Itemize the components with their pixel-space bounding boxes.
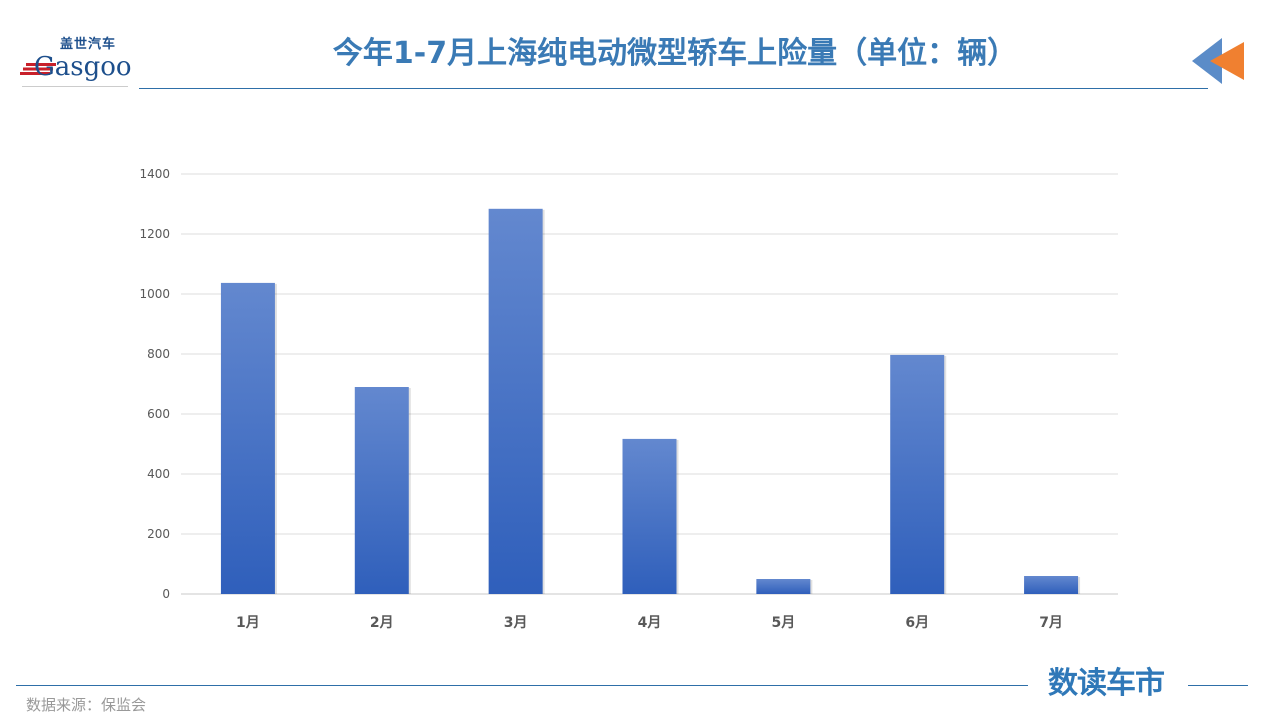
y-tick-label: 400 bbox=[147, 467, 170, 481]
data-source: 数据来源：保监会 bbox=[26, 696, 147, 714]
y-tick-label: 1200 bbox=[139, 227, 170, 241]
x-tick-label: 1月 bbox=[236, 615, 260, 631]
x-tick-label: 5月 bbox=[771, 615, 795, 631]
x-tick-label: 4月 bbox=[638, 615, 662, 631]
arrow-left-icon bbox=[1192, 38, 1244, 84]
logo-divider bbox=[22, 86, 128, 87]
page-title: 今年1-7月上海纯电动微型轿车上险量（单位：辆） bbox=[332, 36, 1018, 71]
bar bbox=[488, 208, 543, 595]
y-tick-label: 600 bbox=[147, 407, 170, 421]
y-tick-label: 200 bbox=[147, 527, 170, 541]
y-tick-label: 0 bbox=[162, 587, 170, 601]
y-tick-label: 1000 bbox=[139, 287, 170, 301]
bar bbox=[1024, 576, 1079, 594]
brand-logo: 数读车市 bbox=[1048, 666, 1165, 701]
bar bbox=[890, 354, 945, 594]
y-tick-label: 1400 bbox=[139, 167, 170, 181]
gasgoo-logo: 盖世汽车 Gasgoo bbox=[20, 38, 132, 90]
y-tick-label: 800 bbox=[147, 347, 170, 361]
header-divider bbox=[139, 88, 1208, 89]
bar bbox=[220, 282, 275, 594]
logo-en-text: Gasgoo bbox=[34, 52, 132, 82]
footer-divider-right bbox=[1188, 685, 1248, 686]
x-tick-label: 6月 bbox=[905, 615, 929, 631]
logo-stripes-icon bbox=[20, 63, 56, 75]
bar bbox=[622, 438, 677, 594]
x-tick-label: 2月 bbox=[370, 615, 394, 631]
bar bbox=[354, 387, 409, 594]
footer-divider-left bbox=[16, 685, 1028, 686]
x-tick-label: 3月 bbox=[504, 615, 528, 631]
logo-cn-text: 盖世汽车 bbox=[60, 37, 117, 52]
bar bbox=[756, 579, 811, 594]
x-tick-label: 7月 bbox=[1039, 615, 1063, 631]
